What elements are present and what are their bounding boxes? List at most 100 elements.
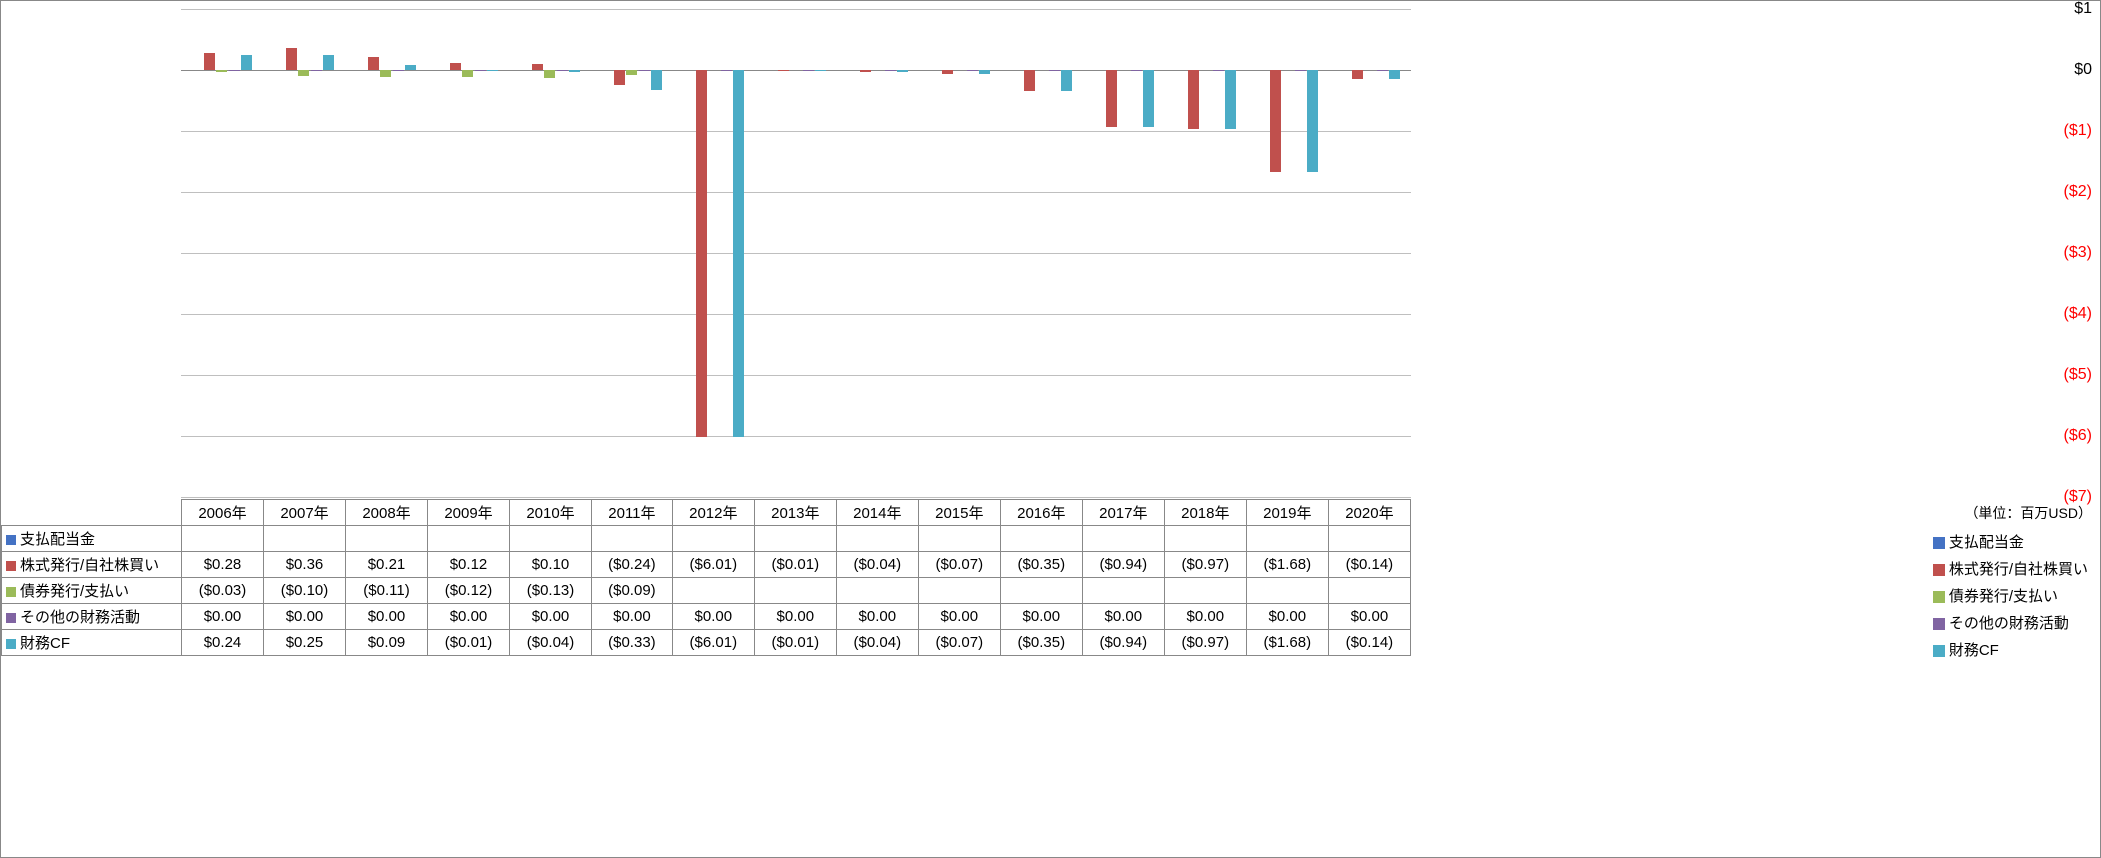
- bar: [979, 70, 990, 74]
- table-cell: ($0.11): [346, 578, 428, 604]
- table-cell: ($0.13): [510, 578, 592, 604]
- bar: [897, 70, 908, 72]
- table-cell: ($6.01): [672, 630, 754, 656]
- bar: [557, 70, 568, 71]
- table-cell: ($0.35): [1000, 552, 1082, 578]
- column-header: 2009年: [428, 500, 510, 526]
- bar: [1131, 70, 1142, 71]
- gridline: [181, 192, 1411, 193]
- y-tick-label: ($4): [2064, 305, 2092, 323]
- row-label: 支払配当金: [2, 526, 182, 552]
- table-cell: ($0.97): [1164, 552, 1246, 578]
- table-cell: [1000, 526, 1082, 552]
- bar: [1389, 70, 1400, 79]
- bar: [323, 55, 334, 70]
- table-cell: ($0.09): [592, 578, 673, 604]
- table-cell: [510, 526, 592, 552]
- bar: [1061, 70, 1072, 91]
- table-cell: $0.00: [672, 604, 754, 630]
- table-cell: [1246, 578, 1328, 604]
- bar: [405, 65, 416, 70]
- y-tick-label: ($1): [2064, 122, 2092, 140]
- table-cell: $0.00: [510, 604, 592, 630]
- legend-marker: [1933, 537, 1945, 549]
- y-tick-label: ($5): [2064, 366, 2092, 384]
- chart-container: $1$0($1)($2)($3)($4)($5)($6)($7) （単位：百万U…: [0, 0, 2101, 858]
- legend-marker: [1933, 564, 1945, 576]
- legend-marker: [6, 587, 16, 597]
- table-cell: ($0.35): [1000, 630, 1082, 656]
- table-cell: ($0.04): [510, 630, 592, 656]
- table-row: 株式発行/自社株買い$0.28$0.36$0.21$0.12$0.10($0.2…: [2, 552, 1411, 578]
- column-header: 2015年: [918, 500, 1000, 526]
- table-cell: ($0.97): [1164, 630, 1246, 656]
- table-cell: $0.00: [836, 604, 918, 630]
- gridline: [181, 436, 1411, 437]
- bar: [696, 70, 707, 437]
- table-cell: [672, 526, 754, 552]
- table-cell: [1164, 526, 1246, 552]
- row-label: 財務CF: [2, 630, 182, 656]
- table-row: 財務CF$0.24$0.25$0.09($0.01)($0.04)($0.33)…: [2, 630, 1411, 656]
- table-cell: ($0.01): [428, 630, 510, 656]
- bar: [544, 70, 555, 78]
- bar: [229, 70, 240, 71]
- table-cell: [754, 578, 836, 604]
- table-cell: [836, 578, 918, 604]
- bar: [380, 70, 391, 77]
- table-cell: ($0.07): [918, 630, 1000, 656]
- column-header: 2006年: [182, 500, 264, 526]
- gridline: [181, 375, 1411, 376]
- table-cell: ($1.68): [1246, 630, 1328, 656]
- bar: [1024, 70, 1035, 91]
- column-header: 2013年: [754, 500, 836, 526]
- table-cell: ($0.03): [182, 578, 264, 604]
- column-header: 2010年: [510, 500, 592, 526]
- bar: [487, 70, 498, 71]
- column-header: 2016年: [1000, 500, 1082, 526]
- table-cell: ($0.14): [1328, 552, 1410, 578]
- bar: [462, 70, 473, 77]
- column-header: 2014年: [836, 500, 918, 526]
- gridline: [181, 314, 1411, 315]
- table-cell: [672, 578, 754, 604]
- table-cell: $0.36: [264, 552, 346, 578]
- y-tick-label: ($2): [2064, 183, 2092, 201]
- table-cell: $0.00: [1328, 604, 1410, 630]
- column-header: 2019年: [1246, 500, 1328, 526]
- bar: [569, 70, 580, 72]
- legend-item: 債券発行/支払い: [1933, 585, 2088, 606]
- y-tick-label: $0: [2074, 61, 2092, 79]
- y-tick-label: $1: [2074, 0, 2092, 18]
- table-row: その他の財務活動$0.00$0.00$0.00$0.00$0.00$0.00$0…: [2, 604, 1411, 630]
- table-cell: $0.21: [346, 552, 428, 578]
- bar: [1188, 70, 1199, 129]
- table-header-row: 2006年2007年2008年2009年2010年2011年2012年2013年…: [2, 500, 1411, 526]
- column-header: 2020年: [1328, 500, 1410, 526]
- table-cell: ($0.33): [592, 630, 673, 656]
- table-cell: $0.00: [918, 604, 1000, 630]
- bar: [1225, 70, 1236, 129]
- table-cell: [918, 578, 1000, 604]
- table-cell: $0.25: [264, 630, 346, 656]
- legend-marker: [1933, 618, 1945, 630]
- bar: [1352, 70, 1363, 79]
- table-row: 債券発行/支払い($0.03)($0.10)($0.11)($0.12)($0.…: [2, 578, 1411, 604]
- table-corner: [2, 500, 182, 526]
- table-cell: [1000, 578, 1082, 604]
- row-label: 債券発行/支払い: [2, 578, 182, 604]
- table-cell: ($0.24): [592, 552, 673, 578]
- table-cell: $0.00: [1246, 604, 1328, 630]
- table-cell: ($0.94): [1082, 630, 1164, 656]
- table-cell: ($0.14): [1328, 630, 1410, 656]
- column-header: 2011年: [592, 500, 673, 526]
- legend-marker: [6, 639, 16, 649]
- table-cell: [264, 526, 346, 552]
- bar: [298, 70, 309, 76]
- data-table: 2006年2007年2008年2009年2010年2011年2012年2013年…: [1, 499, 1411, 656]
- table-cell: ($1.68): [1246, 552, 1328, 578]
- table-cell: $0.00: [1000, 604, 1082, 630]
- bar: [216, 70, 227, 72]
- table-cell: $0.00: [346, 604, 428, 630]
- table-row: 支払配当金: [2, 526, 1411, 552]
